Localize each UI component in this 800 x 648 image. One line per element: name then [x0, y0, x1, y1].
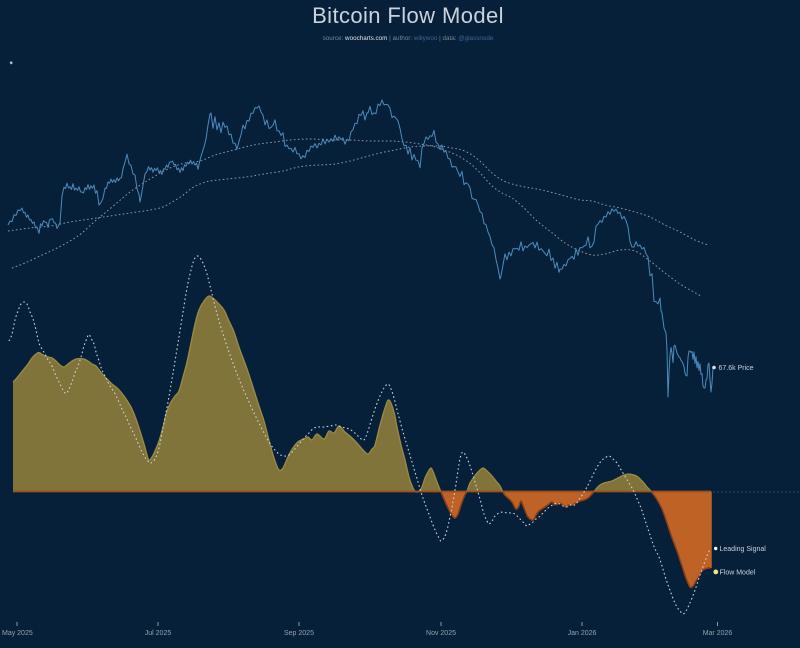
svg-text:Mar 2026: Mar 2026	[703, 630, 733, 637]
svg-text:source: woocharts.com | author: source: woocharts.com | author: willywoo…	[323, 35, 494, 42]
svg-text:Jan 2026: Jan 2026	[568, 630, 597, 637]
svg-text:Nov 2025: Nov 2025	[426, 630, 456, 637]
svg-text:Sep 2025: Sep 2025	[284, 630, 314, 637]
svg-text:Leading Signal: Leading Signal	[720, 546, 767, 553]
svg-text:Bitcoin Flow Model: Bitcoin Flow Model	[312, 3, 504, 28]
svg-text:67.6k Price: 67.6k Price	[719, 365, 754, 372]
svg-text:May 2025: May 2025	[2, 630, 33, 637]
svg-text:Flow Model: Flow Model	[720, 570, 756, 577]
svg-text:Jul 2025: Jul 2025	[145, 630, 172, 637]
